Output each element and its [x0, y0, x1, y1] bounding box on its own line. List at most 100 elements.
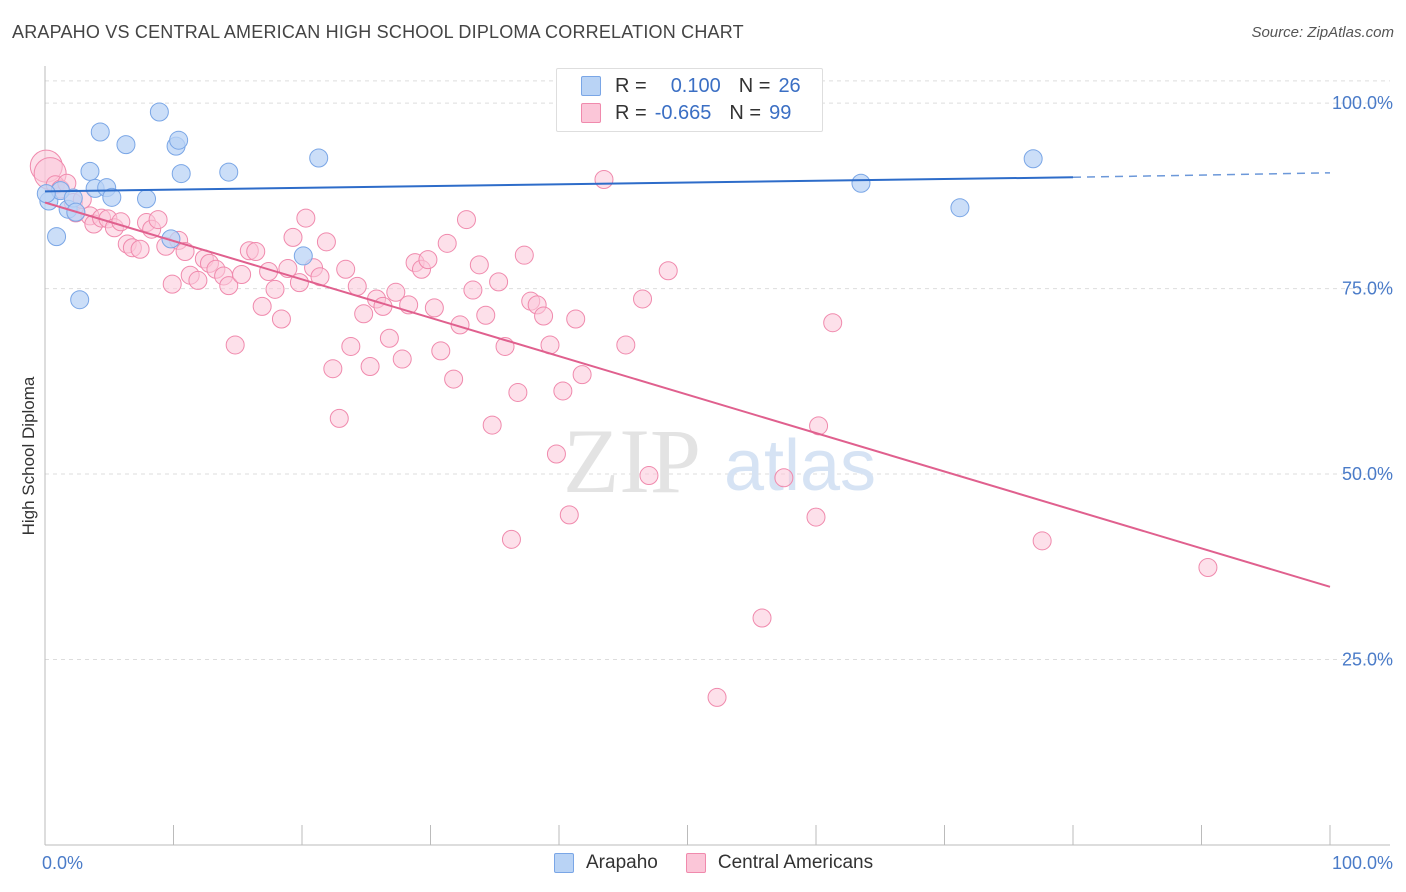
data-point-central-americans — [566, 309, 586, 329]
data-point-central-americans — [283, 227, 303, 247]
chart-title: ARAPAHO VS CENTRAL AMERICAN HIGH SCHOOL … — [12, 22, 744, 42]
data-point-central-americans — [130, 239, 150, 259]
data-point-central-americans — [456, 210, 476, 230]
y-tick-label: 25.0% — [1342, 650, 1393, 670]
data-point-central-americans — [658, 261, 678, 281]
data-point-central-americans — [553, 381, 573, 401]
data-point-central-americans — [336, 259, 356, 279]
data-point-arapaho — [80, 161, 100, 181]
data-point-central-americans — [508, 382, 528, 402]
data-point-arapaho — [169, 130, 189, 150]
data-point-central-americans — [823, 313, 843, 333]
data-point-arapaho — [90, 122, 110, 142]
data-point-central-americans — [559, 505, 579, 525]
arapaho-points — [36, 102, 1043, 310]
legend-swatch-central-americans — [685, 853, 706, 873]
data-point-central-americans — [148, 210, 168, 230]
legend-label-central-americans: Central Americans — [717, 852, 874, 873]
n-value: 26 — [778, 74, 801, 97]
data-point-central-americans — [271, 309, 291, 329]
legend-label-arapaho: Arapaho — [586, 852, 658, 873]
data-point-arapaho — [137, 189, 157, 209]
data-point-central-americans — [347, 276, 367, 296]
data-point-central-americans — [323, 359, 343, 379]
legend-row-arapaho: R = 0.100 N = 26 — [581, 73, 801, 99]
grid-lines — [45, 80, 1390, 661]
data-point-arapaho — [219, 162, 239, 182]
central-americans-points — [29, 149, 1218, 707]
watermark: ZIP atlas — [563, 410, 876, 512]
data-point-central-americans — [232, 264, 252, 284]
data-point-central-americans — [514, 245, 534, 265]
series-legend: Arapaho Central Americans — [554, 852, 901, 874]
data-point-arapaho — [309, 148, 329, 168]
data-point-central-americans — [418, 250, 438, 270]
source-label: Source: ZipAtlas.com — [1251, 24, 1394, 41]
r-value: -0.665 — [654, 101, 712, 124]
data-point-central-americans — [225, 335, 245, 355]
watermark-atlas: atlas — [724, 426, 876, 506]
data-point-arapaho — [171, 164, 191, 184]
r-label: R = — [615, 74, 647, 97]
data-point-arapaho — [851, 173, 871, 193]
data-point-central-americans — [392, 349, 412, 369]
data-point-central-americans — [246, 241, 266, 261]
data-point-central-americans — [1198, 558, 1218, 578]
legend-swatch-arapaho — [554, 853, 574, 873]
stats-legend: R = 0.100 N = 26 R = -0.665 N = 99 — [556, 68, 823, 132]
data-point-central-americans — [546, 444, 566, 464]
tick-labels: 25.0% 50.0% 75.0% 100.0% 0.0% 100.0% — [42, 93, 1393, 873]
data-point-central-americans — [354, 304, 374, 324]
legend-swatch-central-americans — [581, 103, 601, 123]
data-point-central-americans — [752, 608, 772, 628]
data-point-central-americans — [379, 328, 399, 348]
data-point-central-americans — [386, 282, 406, 302]
data-point-central-americans — [707, 687, 727, 707]
data-point-central-americans — [482, 415, 502, 435]
x-tick-label: 100.0% — [1332, 853, 1393, 873]
legend-item-arapaho[interactable]: Arapaho — [554, 852, 658, 874]
data-point-central-americans — [639, 466, 659, 486]
data-point-arapaho — [116, 135, 136, 155]
watermark-zip: ZIP — [563, 410, 701, 512]
data-point-arapaho — [102, 187, 122, 207]
data-point-central-americans — [437, 233, 457, 253]
data-point-arapaho — [293, 246, 313, 266]
y-tick-label: 100.0% — [1332, 93, 1393, 113]
data-point-central-americans — [329, 408, 349, 428]
data-point-central-americans — [360, 356, 380, 376]
data-point-central-americans — [806, 507, 826, 527]
data-point-central-americans — [469, 255, 489, 275]
data-point-central-americans — [501, 529, 521, 549]
n-label: N = — [738, 74, 771, 97]
legend-item-central-americans[interactable]: Central Americans — [685, 852, 874, 874]
data-point-central-americans — [489, 272, 509, 292]
data-point-central-americans — [594, 170, 614, 190]
data-point-central-americans — [162, 274, 182, 294]
trend-line-arapaho-extension — [1072, 172, 1331, 179]
data-point-central-americans — [219, 276, 239, 296]
data-point-arapaho — [149, 102, 169, 122]
data-point-central-americans — [424, 298, 444, 318]
r-label: R = — [615, 101, 647, 124]
trend-line-arapaho — [44, 176, 1074, 193]
data-point-arapaho — [161, 229, 181, 249]
data-point-central-americans — [463, 280, 483, 300]
data-point-arapaho — [70, 290, 90, 310]
trend-line-central-americans — [44, 201, 1331, 588]
n-label: N = — [729, 101, 762, 124]
data-point-arapaho — [36, 184, 56, 204]
data-point-central-americans — [175, 241, 195, 261]
legend-row-central-americans: R = -0.665 N = 99 — [581, 100, 791, 126]
n-value: 99 — [769, 101, 792, 124]
x-tick-label: 0.0% — [42, 853, 83, 873]
data-point-central-americans — [616, 335, 636, 355]
data-point-central-americans — [534, 306, 554, 326]
data-point-central-americans — [572, 365, 592, 385]
data-point-central-americans — [296, 208, 316, 228]
data-point-central-americans — [431, 341, 451, 361]
data-point-central-americans — [476, 305, 496, 325]
y-axis-label: High School Diploma — [19, 376, 38, 535]
data-point-central-americans — [774, 468, 794, 488]
